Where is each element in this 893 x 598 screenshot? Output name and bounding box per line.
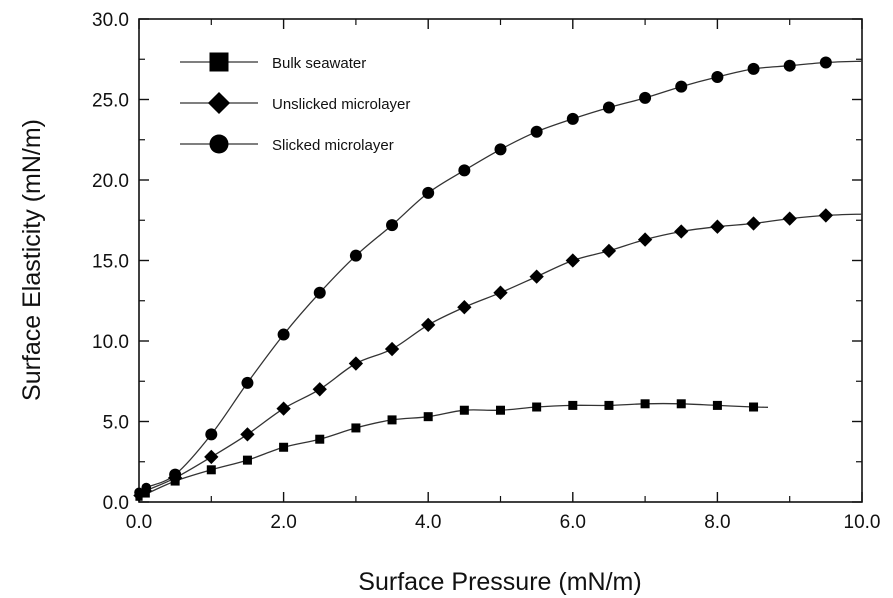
data-point-diamond [348,356,364,371]
data-point-circle [386,219,399,232]
data-point-circle [675,80,688,93]
legend-marker-diamond [207,91,231,115]
data-point-square [351,423,361,433]
data-point-diamond [384,341,400,357]
data-point-circle [241,376,254,389]
data-point-square [242,455,252,465]
data-point-diamond [818,208,833,223]
data-point-circle [530,125,543,138]
data-point-diamond [204,449,219,465]
data-point-diamond [312,382,327,397]
x-tick-label: 2.0 [270,512,296,533]
x-tick-label: 0.0 [126,512,152,533]
data-point-circle [602,101,615,114]
data-point-circle [566,112,579,125]
data-point-diamond [782,211,797,226]
legend-marker-square [209,52,229,72]
data-point-square [387,415,397,425]
data-point-diamond [710,219,725,234]
y-tick-label: 10.0 [92,332,129,353]
legend-marker-circle [209,134,229,154]
data-point-circle [639,91,652,104]
x-axis-title: Surface Pressure (mN/m) [358,568,641,596]
data-point-diamond [565,253,580,268]
data-point-diamond [276,401,291,416]
x-tick-label: 4.0 [415,512,441,533]
y-tick-label: 0.0 [103,493,129,514]
data-point-circle [205,428,218,441]
y-tick-label: 5.0 [103,413,129,434]
data-point-circle [422,186,435,199]
data-point-circle [349,249,362,262]
data-point-diamond [457,300,472,315]
x-tick-label: 6.0 [560,512,586,533]
data-point-circle [277,328,290,341]
data-point-square [423,412,433,422]
y-tick-label: 20.0 [92,171,129,192]
data-point-diamond [240,427,255,442]
x-tick-label: 8.0 [704,512,730,533]
data-point-square [712,400,722,410]
data-point-circle [141,482,152,493]
legend-label: Slicked microlayer [272,137,394,154]
data-point-circle [313,286,326,299]
series-line-1 [138,213,863,497]
data-point-diamond [529,269,544,284]
data-point-circle [494,143,507,156]
x-tick-label: 10.0 [844,512,881,533]
y-axis-title: Surface Elasticity (mN/m) [18,119,46,401]
data-point-square [676,399,686,409]
data-point-circle [169,468,182,481]
data-point-square [206,465,216,475]
data-point-circle [134,487,144,498]
legend-label: Unslicked microlayer [272,96,410,113]
data-point-square [749,402,759,412]
series-line-0 [138,402,769,498]
data-point-diamond [601,243,617,258]
y-tick-label: 25.0 [92,91,129,112]
data-point-square [640,399,650,409]
data-point-diamond [746,216,761,231]
data-point-circle [747,62,760,75]
data-point-circle [711,70,724,83]
data-point-circle [783,59,796,72]
data-point-circle [819,56,832,69]
series-line-2 [138,60,863,493]
data-point-circle [458,164,471,177]
data-point-square [315,434,325,444]
data-point-square [604,400,614,410]
data-point-square [532,402,542,412]
data-point-square [568,400,578,410]
data-point-square [496,405,505,415]
data-point-diamond [674,224,689,239]
data-point-diamond [421,317,436,333]
y-tick-label: 15.0 [92,252,129,273]
y-tick-label: 30.0 [92,10,129,31]
data-point-diamond [637,232,653,247]
data-point-square [459,405,469,415]
data-point-square [279,442,289,452]
legend-label: Bulk seawater [272,55,366,72]
data-point-diamond [493,285,508,300]
